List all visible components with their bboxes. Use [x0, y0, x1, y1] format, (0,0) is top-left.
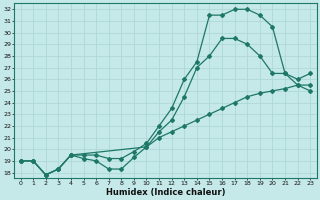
- X-axis label: Humidex (Indice chaleur): Humidex (Indice chaleur): [106, 188, 225, 197]
